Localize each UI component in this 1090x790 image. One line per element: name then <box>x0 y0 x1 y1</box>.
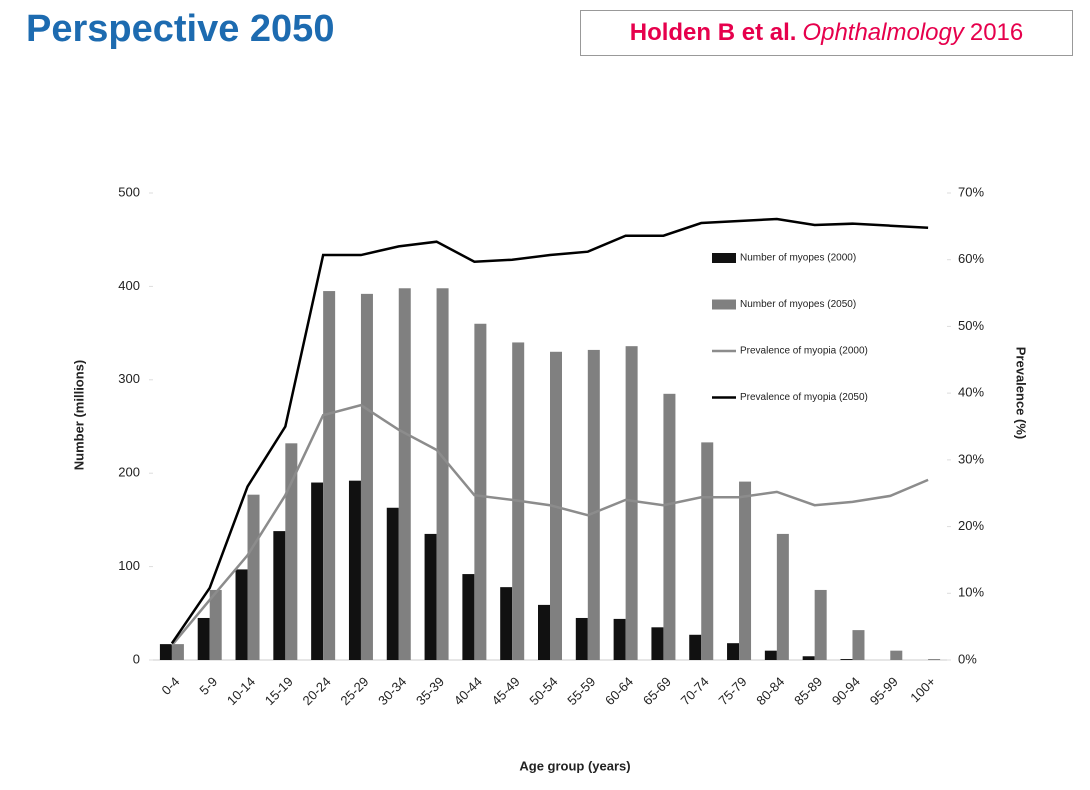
citation: Holden B et al. Ophthalmology 2016 <box>580 10 1073 56</box>
y-tick-label: 0 <box>133 651 140 666</box>
y2-tick-label: 0% <box>958 651 977 666</box>
y-tick-label: 100 <box>118 558 140 573</box>
x-tick-label: 60-64 <box>602 674 636 708</box>
bar <box>814 589 827 660</box>
legend-label: Number of myopes (2000) <box>740 253 856 264</box>
bar <box>311 482 324 660</box>
bar <box>197 617 210 660</box>
bar <box>209 589 222 660</box>
x-tick-label: 85-89 <box>791 674 825 708</box>
x-tick-label: 10-14 <box>224 674 258 708</box>
bar <box>701 442 714 660</box>
bar <box>323 291 336 660</box>
bar <box>587 349 600 660</box>
y2-tick-label: 30% <box>958 451 984 466</box>
bar <box>538 604 550 660</box>
y-axis-title: Number (millions) <box>71 360 86 471</box>
y-tick-label: 400 <box>118 278 140 293</box>
y2-tick-label: 40% <box>958 385 984 400</box>
x-tick-label: 45-49 <box>489 674 523 708</box>
y2-tick-label: 60% <box>958 251 984 266</box>
citation-journal: Ophthalmology <box>802 19 964 46</box>
x-tick-label: 40-44 <box>451 674 485 708</box>
x-axis-title: Age group (years) <box>519 758 630 773</box>
bar <box>360 293 373 660</box>
x-tick-label: 35-39 <box>413 674 447 708</box>
x-tick-label: 15-19 <box>262 674 296 708</box>
bar <box>840 659 853 660</box>
bar <box>500 587 513 660</box>
bar <box>285 443 298 660</box>
y2-tick-label: 20% <box>958 518 984 533</box>
bar <box>663 393 676 660</box>
x-tick-label: 65-69 <box>640 674 674 708</box>
x-tick-label: 100+ <box>907 674 938 705</box>
citation-year: 2016 <box>969 19 1024 46</box>
bar <box>424 533 437 660</box>
y-tick-label: 200 <box>118 465 140 480</box>
x-tick-label: 80-84 <box>753 674 787 708</box>
legend-label: Prevalence of myopia (2000) <box>740 346 868 357</box>
bar <box>890 650 903 660</box>
x-tick-label: 55-59 <box>564 674 598 708</box>
bar <box>171 644 184 660</box>
bar <box>462 574 475 660</box>
slide-title: Perspective 2050 <box>26 8 335 50</box>
bar <box>776 533 789 660</box>
x-tick-label: 75-79 <box>715 674 749 708</box>
x-tick-label: 0-4 <box>159 674 183 698</box>
bar <box>651 627 664 660</box>
x-tick-label: 90-94 <box>829 674 863 708</box>
citation-authors: Holden B et al. <box>629 19 797 46</box>
bar <box>159 644 172 660</box>
x-tick-label: 95-99 <box>867 674 901 708</box>
bar <box>398 288 411 660</box>
bar <box>348 480 361 660</box>
bar <box>764 650 777 660</box>
y-tick-label: 300 <box>118 371 140 386</box>
legend-label: Number of myopes (2050) <box>740 299 856 310</box>
bar <box>436 288 449 660</box>
legend-swatch <box>712 253 736 263</box>
x-tick-label: 50-54 <box>526 674 560 708</box>
y2-axis-title: Prevalence (%) <box>1014 347 1029 440</box>
bar <box>625 346 638 660</box>
y2-tick-label: 10% <box>958 585 984 600</box>
bar <box>273 531 286 660</box>
bar <box>575 617 588 660</box>
line <box>170 217 929 645</box>
bar <box>689 634 702 660</box>
x-tick-label: 30-34 <box>375 674 409 708</box>
bar <box>613 618 626 660</box>
bar <box>852 630 865 660</box>
x-tick-label: 70-74 <box>678 674 712 708</box>
bar <box>386 507 399 660</box>
legend-label: Prevalence of myopia (2050) <box>740 392 868 403</box>
bar <box>247 494 260 660</box>
bar <box>474 323 487 660</box>
legend-swatch <box>712 299 736 310</box>
bar <box>739 481 752 660</box>
y-tick-label: 500 <box>118 184 140 199</box>
y2-tick-label: 70% <box>958 184 984 199</box>
bar <box>235 569 248 660</box>
bar <box>802 656 815 660</box>
bar <box>727 643 740 660</box>
y2-tick-label: 50% <box>958 318 984 333</box>
line <box>170 403 929 647</box>
x-tick-label: 25-29 <box>337 674 371 708</box>
x-tick-label: 20-24 <box>300 674 334 708</box>
bar <box>928 659 941 660</box>
x-tick-label: 5-9 <box>196 674 220 698</box>
